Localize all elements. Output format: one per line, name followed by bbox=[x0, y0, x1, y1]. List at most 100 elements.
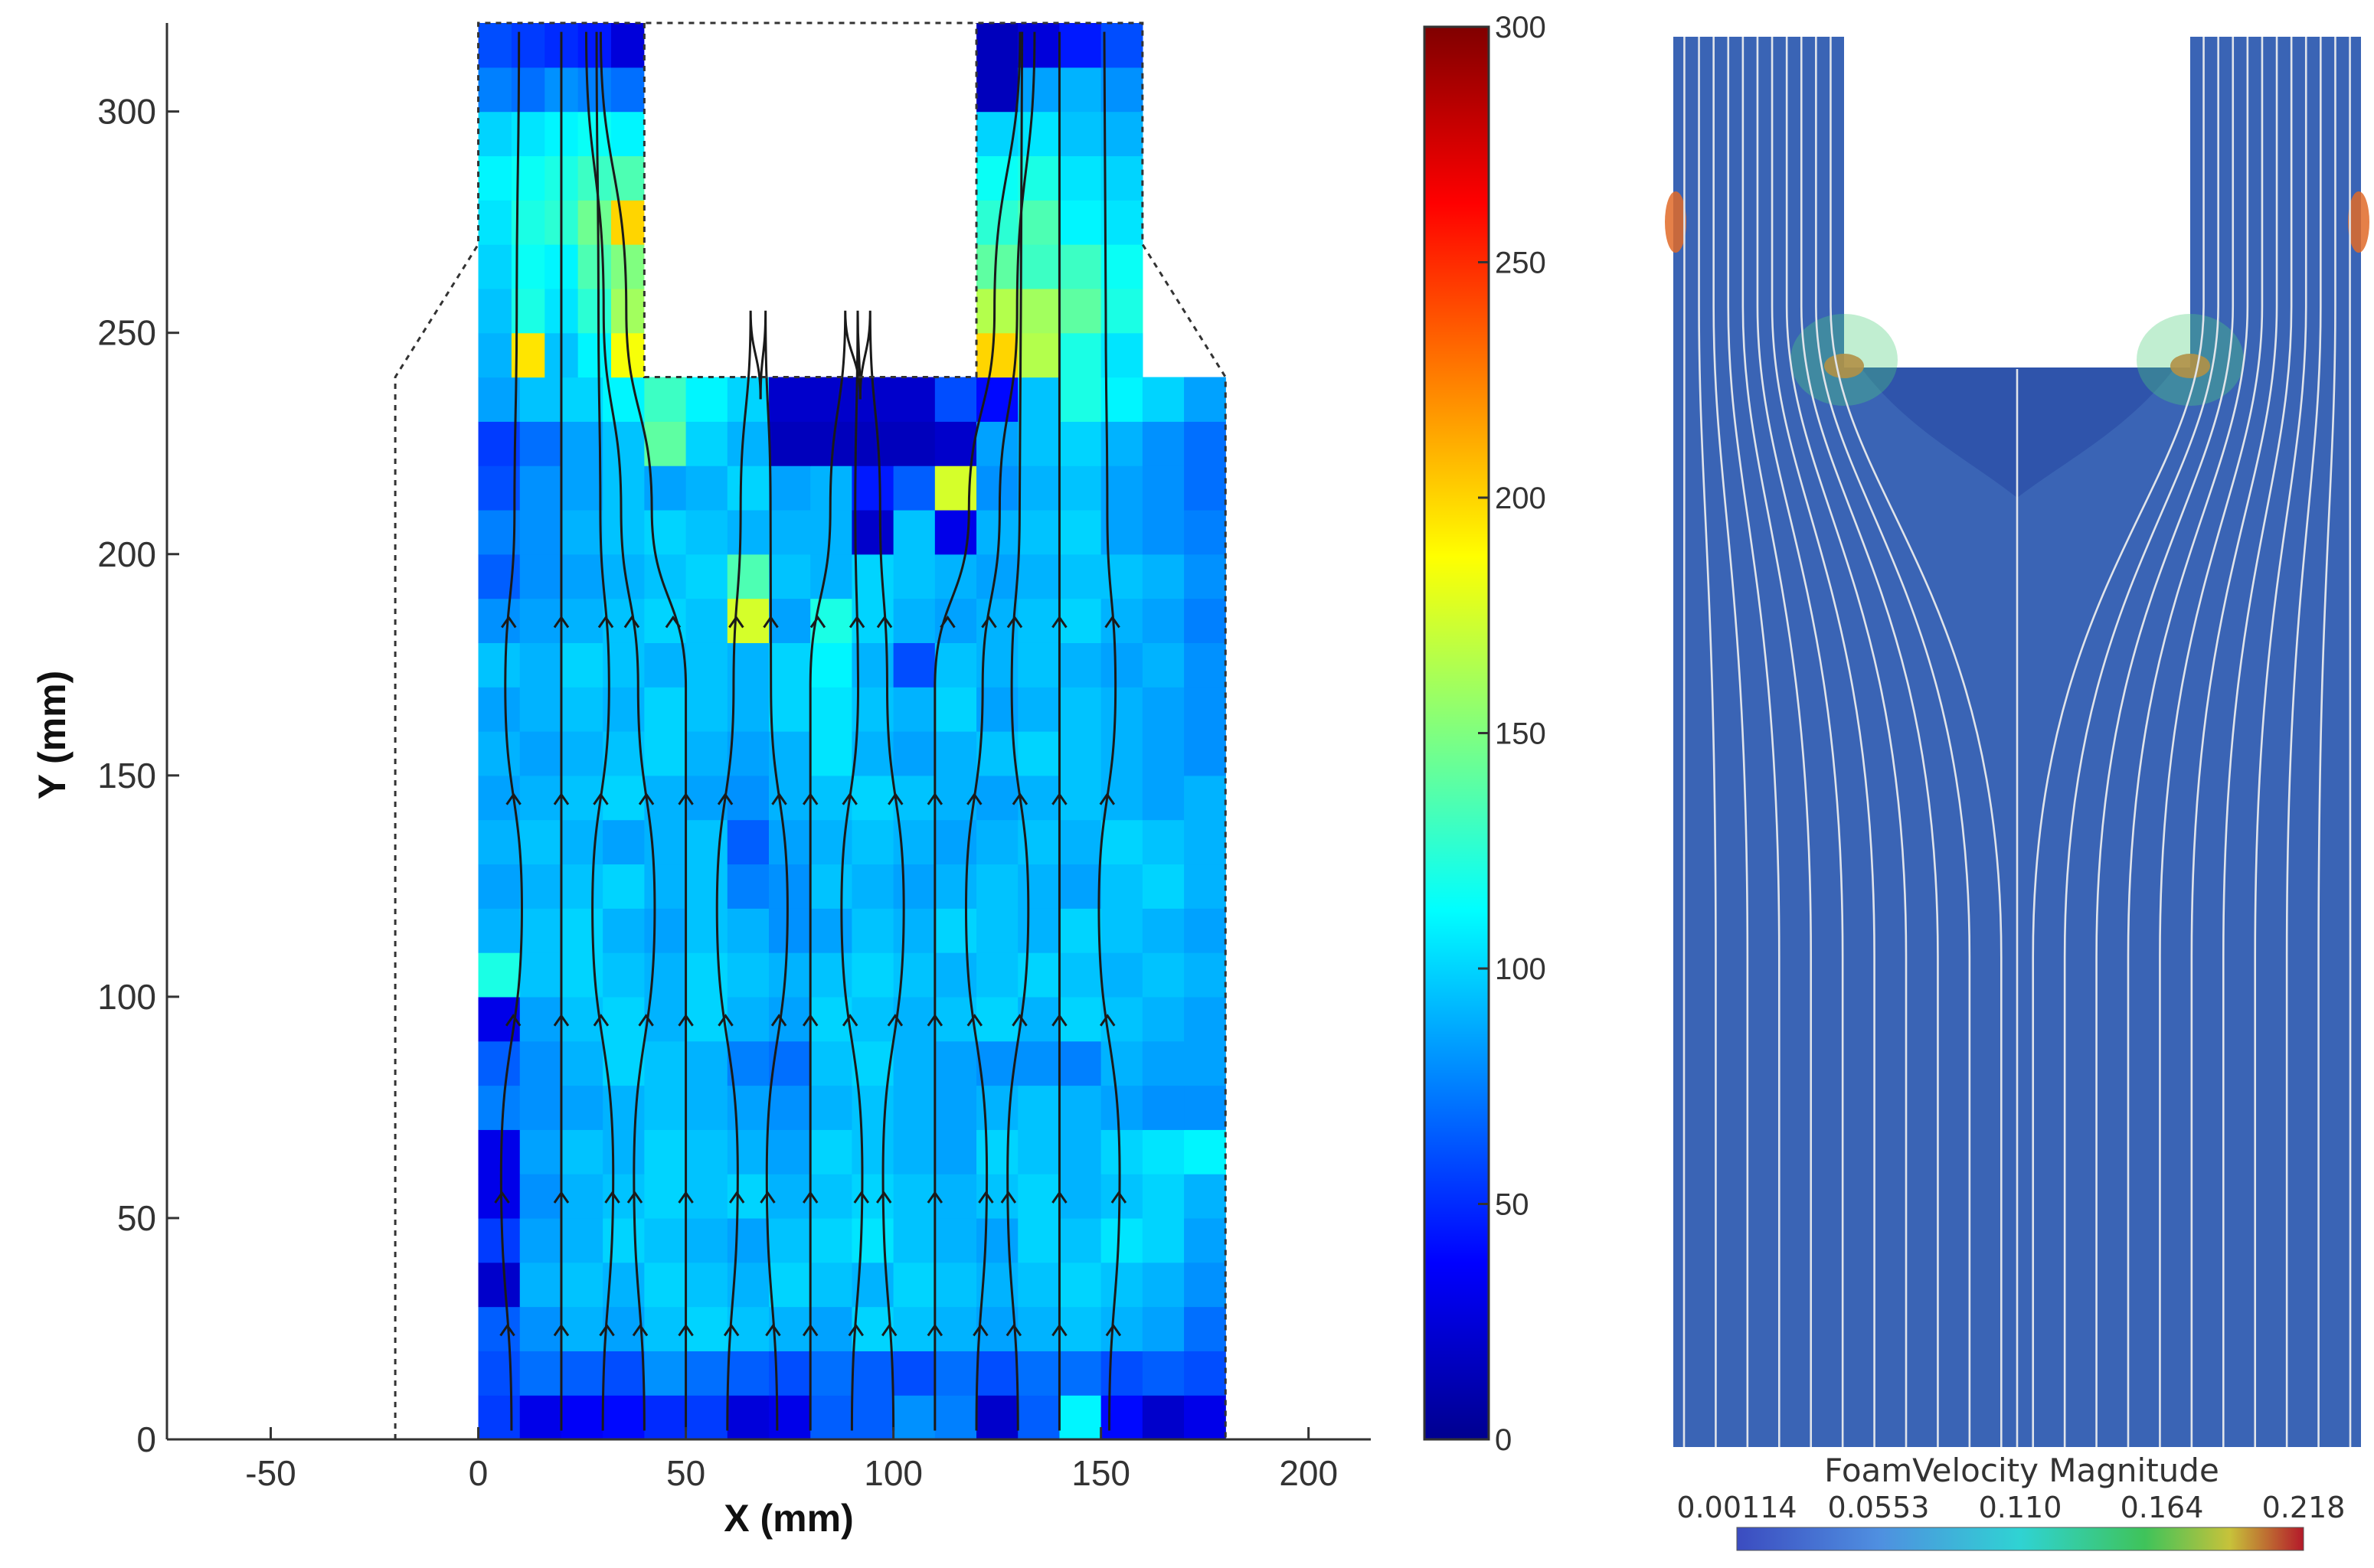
heatmap-cell bbox=[478, 67, 512, 113]
streamline bbox=[599, 31, 688, 1431]
heatmap-cell bbox=[685, 1351, 728, 1396]
heatmap-cell bbox=[769, 598, 811, 643]
heatmap-cell bbox=[1018, 687, 1061, 732]
heatmap-cell bbox=[893, 1306, 936, 1351]
heatmap-cell bbox=[727, 1395, 770, 1440]
x-tick-label: 150 bbox=[1071, 1453, 1130, 1493]
streamline-arrow bbox=[771, 792, 787, 805]
heatmap-cell bbox=[603, 1351, 645, 1396]
heatmap-cell bbox=[577, 200, 612, 245]
heatmap-cell bbox=[769, 466, 811, 511]
heatmap-cell bbox=[519, 731, 562, 776]
heatmap-cell bbox=[561, 1351, 603, 1396]
heatmap-cell bbox=[1184, 864, 1226, 909]
heatmap-cell bbox=[976, 1395, 1019, 1440]
heatmap-cell bbox=[685, 1085, 728, 1130]
heatmap-cell bbox=[976, 67, 1019, 113]
y-tick-label: 50 bbox=[117, 1198, 156, 1238]
heatmap-cell bbox=[1142, 952, 1185, 998]
heatmap-cell bbox=[1059, 1174, 1102, 1219]
colorbar-right-tick-label: 0.00114 bbox=[1676, 1491, 1797, 1524]
streamlines-left bbox=[494, 31, 1127, 1431]
heatmap-cell bbox=[727, 1217, 770, 1263]
heatmap-cell bbox=[934, 377, 977, 422]
heatmap-cell bbox=[561, 1085, 603, 1130]
heatmap-cell bbox=[934, 775, 977, 821]
streamline-arrow bbox=[1012, 1014, 1028, 1027]
heatmap-cell bbox=[577, 23, 612, 68]
heatmap-cell bbox=[976, 952, 1019, 998]
heatmap-cell bbox=[810, 775, 853, 821]
streamline-right bbox=[1756, 37, 1844, 1447]
streamline-arrow bbox=[887, 1014, 904, 1027]
heatmap-cell bbox=[1100, 1306, 1143, 1351]
heatmap-cell bbox=[852, 952, 894, 998]
heatmap-cell bbox=[478, 332, 512, 378]
heatmap-cell bbox=[644, 1351, 687, 1396]
streamline-arrow bbox=[809, 615, 826, 629]
heatmap-cell bbox=[1184, 731, 1226, 776]
heatmap-cell bbox=[976, 908, 1019, 953]
heatmap-cell bbox=[976, 864, 1019, 909]
heatmap-cell bbox=[1100, 1129, 1143, 1174]
heatmap-cell bbox=[1059, 1262, 1102, 1308]
heatmap-cell bbox=[1184, 1129, 1226, 1174]
heatmap-cell bbox=[727, 996, 770, 1042]
heatmap-cell bbox=[1059, 1351, 1102, 1396]
colorbar-right-tick-label: 0.0553 bbox=[1828, 1491, 1930, 1524]
heatmap-cell bbox=[611, 288, 645, 334]
heatmap-cell bbox=[934, 1085, 977, 1130]
streamline-right bbox=[1712, 37, 1749, 1447]
streamline-arrow bbox=[499, 1323, 515, 1337]
heatmap-cell bbox=[934, 908, 977, 953]
heatmap-cell bbox=[893, 687, 936, 732]
heatmap-cell bbox=[1100, 554, 1143, 599]
streamline-arrow bbox=[718, 1014, 734, 1027]
heatmap-cell bbox=[810, 1174, 853, 1219]
streamline-arrow bbox=[802, 1323, 819, 1337]
streamline-arrow bbox=[604, 1191, 620, 1204]
heatmap-cell bbox=[519, 819, 562, 865]
streamline-arrow bbox=[626, 1191, 643, 1204]
streamline-arrow bbox=[553, 1191, 570, 1204]
heatmap-cell bbox=[852, 1040, 894, 1086]
heatmap-cell bbox=[769, 421, 811, 466]
heatmap-cell bbox=[852, 731, 894, 776]
heatmap-cell bbox=[769, 1174, 811, 1219]
heatmap-cell bbox=[934, 598, 977, 643]
hotspot-right-edge bbox=[2348, 191, 2369, 253]
heatmap-cell bbox=[1142, 554, 1185, 599]
heatmap-cell bbox=[644, 1174, 687, 1219]
heatmap-cell bbox=[852, 1217, 894, 1263]
heatmap-cell bbox=[603, 509, 645, 555]
heatmap-cell bbox=[685, 1306, 728, 1351]
heatmap-cell bbox=[685, 1174, 728, 1219]
heatmap-cell bbox=[1142, 1174, 1185, 1219]
streamline-right bbox=[1815, 37, 1971, 1447]
heatmap-cell bbox=[934, 731, 977, 776]
heatmap-cell bbox=[478, 377, 521, 422]
heatmap-cell bbox=[519, 1351, 562, 1396]
heatmap-cell bbox=[1059, 1395, 1102, 1440]
heatmap-cell bbox=[1142, 1262, 1185, 1308]
streamline bbox=[964, 31, 1036, 1431]
heatmap-cell bbox=[478, 421, 521, 466]
colorbar-right-title: FoamVelocity Magnitude bbox=[1824, 1452, 2219, 1489]
heatmap-cell bbox=[1059, 952, 1102, 998]
streamline-arrow bbox=[876, 615, 893, 629]
heatmap-cell bbox=[561, 598, 603, 643]
heatmap-cell bbox=[577, 288, 612, 334]
heatmap-cell bbox=[893, 908, 936, 953]
heatmap-cell bbox=[519, 908, 562, 953]
streamline-arrow bbox=[848, 1323, 865, 1337]
heatmap-cell bbox=[810, 1085, 853, 1130]
streamline-arrow bbox=[1012, 792, 1028, 805]
heatmap-cell bbox=[685, 731, 728, 776]
heatmap-cell bbox=[934, 1262, 977, 1308]
streamline-arrow bbox=[678, 792, 694, 805]
heatmap-cell bbox=[611, 23, 645, 68]
heatmap-cell bbox=[810, 1262, 853, 1308]
heatmap-cell bbox=[1184, 1085, 1226, 1130]
heatmap-cell bbox=[727, 509, 770, 555]
